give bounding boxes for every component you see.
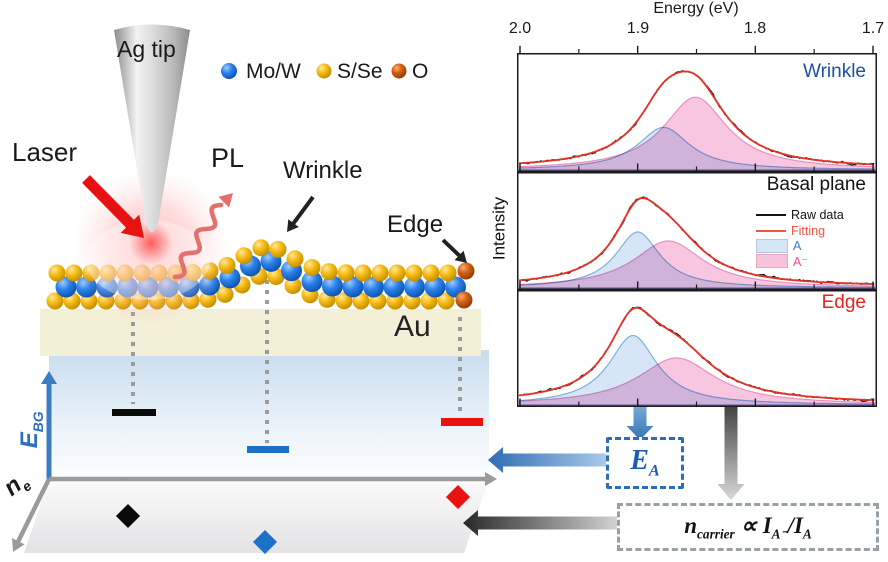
ebg-y-axis-arrow: [41, 371, 57, 479]
atom-s-top: [252, 239, 270, 257]
x-tick-1.9: 1.9: [626, 20, 650, 37]
atom-mo: [383, 276, 405, 298]
atom-o-top: [457, 262, 475, 280]
panel-title-wrinkle: Wrinkle: [803, 61, 866, 82]
fitting-line-swatch: [756, 230, 786, 232]
au-substrate-label: Au: [394, 310, 431, 343]
arrow-spectra-to-ea: [626, 407, 654, 440]
legend-item-a-minus-trion: A⁻: [756, 254, 808, 269]
au-substrate: [40, 309, 481, 356]
ebg-level-bar-edge: [441, 418, 483, 426]
spectrum-panel-0: [517, 53, 877, 172]
a-fill-swatch: [756, 239, 788, 253]
wrinkle-pointer-arrow: [287, 195, 315, 232]
atom-s-top: [269, 240, 287, 258]
atom-s-bottom: [352, 292, 370, 310]
laser-label: Laser: [12, 137, 78, 167]
energy-axis-label: Energy (eV): [653, 0, 739, 17]
ne-diamond-wrinkle: [252, 529, 278, 555]
atom-s-top: [320, 263, 338, 281]
ne-diamond-edge: [445, 484, 471, 510]
atom-s-top: [303, 259, 321, 277]
legend-item-a-exciton: A: [756, 239, 801, 253]
atom-s-top: [286, 250, 304, 268]
atom-s-top: [371, 264, 389, 282]
legend-label-mo-w: Mo/W: [246, 60, 301, 83]
x-tick-1.8: 1.8: [743, 20, 767, 37]
ebg-level-bar-basal-plane: [112, 409, 156, 416]
atom-s-top: [48, 264, 66, 282]
arrow-spectra-to-ncarrier: [717, 407, 745, 500]
a-minus-trion-fill: [519, 240, 875, 289]
legend-item-fitting: Fitting: [756, 224, 825, 238]
legend-label-o: O: [412, 60, 429, 83]
atom-s-top: [422, 264, 440, 282]
atom-s-top: [388, 264, 406, 282]
atom-s-bottom: [267, 268, 285, 286]
raw-data-line-swatch: [756, 214, 786, 216]
spectrum-panel-1: [517, 172, 877, 290]
arrow-ncarrier-to-ne: [463, 510, 617, 536]
atom-s-top: [439, 264, 457, 282]
edge-pointer-arrow: [441, 238, 467, 263]
fitting-curve: [519, 307, 875, 401]
panel-title-edge: Edge: [821, 292, 866, 313]
ag-tip-label: Ag tip: [117, 36, 176, 62]
spectrum-panel-2: [517, 290, 877, 407]
atom-mo: [342, 276, 364, 298]
atom-mo: [322, 275, 343, 297]
ag-tip-shape: [114, 24, 190, 233]
edge-label: Edge: [387, 211, 444, 238]
atom-s-top: [405, 264, 423, 282]
a-minus-fill-swatch: [756, 254, 788, 268]
fitting-curve: [519, 70, 875, 166]
atom-mo: [404, 276, 425, 298]
atom-s-bottom: [437, 292, 455, 310]
pl-spectra-panels: [517, 45, 877, 407]
atom-s-bottom: [216, 285, 234, 303]
laser-beam-arrow: [82, 175, 144, 238]
atom-mo: [363, 276, 384, 298]
atom-mo: [55, 276, 77, 298]
ebg-axis-label: EBG: [16, 411, 46, 449]
legend-ball-s-se: [316, 63, 332, 79]
ne-plane: [24, 479, 489, 553]
atom-mo: [424, 276, 446, 298]
x-tick-2.0: 2.0: [508, 20, 532, 37]
legend-label-s-se: S/Se: [337, 60, 383, 83]
ebg-level-bar-wrinkle: [247, 446, 289, 453]
ne-diamond-basal-plane: [115, 503, 141, 529]
a-minus-trion-fill: [519, 96, 875, 171]
wrinkle-label: Wrinkle: [283, 157, 363, 184]
legend-item-raw-data: Raw data: [756, 208, 844, 222]
ncarrier-box: ncarrier ∝ IA⁻/IA: [617, 503, 879, 551]
atom-s-bottom: [46, 292, 64, 310]
intensity-axis-label: Intensity: [489, 196, 509, 261]
legend-ball-mo-w: [221, 63, 237, 79]
x-tick-1.7: 1.7: [861, 20, 885, 37]
arrow-ea-to-ebg: [488, 447, 606, 473]
pl-arrow-head: [218, 193, 233, 208]
ebg-x-axis-arrow: [49, 472, 497, 486]
legend-ball-o: [391, 63, 407, 79]
pl-wavy-arrow: [172, 202, 224, 280]
atom-s-top: [354, 264, 372, 282]
atom-s-bottom: [284, 277, 302, 295]
atom-o-bottom: [455, 291, 473, 309]
atom-s-top: [337, 264, 355, 282]
panel-title-basal-plane: Basal plane: [766, 174, 866, 195]
a-minus-trion-fill: [519, 357, 875, 406]
fitting-curve: [519, 197, 875, 285]
ea-box: EA: [606, 437, 684, 489]
ne-axis-arrow: [12, 478, 51, 552]
atom-s-bottom: [335, 292, 353, 310]
pl-label: PL: [211, 143, 245, 173]
atom-s-top: [235, 247, 253, 265]
atom-mo: [301, 271, 323, 293]
